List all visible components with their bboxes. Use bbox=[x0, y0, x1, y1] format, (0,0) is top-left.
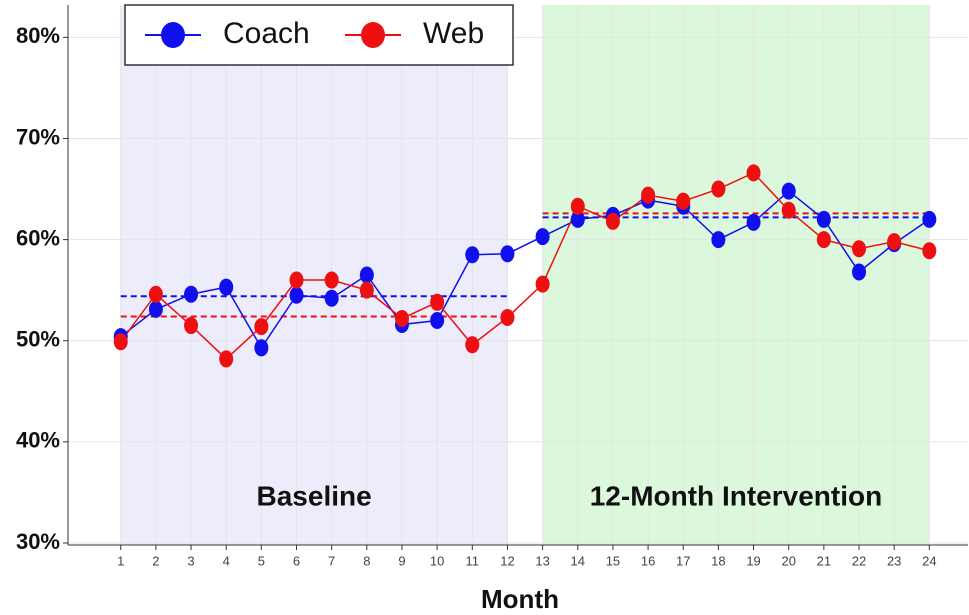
legend-label: Web bbox=[423, 17, 484, 50]
point bbox=[570, 197, 585, 215]
point bbox=[184, 285, 199, 303]
region bbox=[120, 5, 508, 545]
x-tick-label: 24 bbox=[922, 553, 936, 568]
point bbox=[148, 285, 163, 303]
point bbox=[465, 246, 480, 264]
point bbox=[324, 289, 339, 307]
x-tick-label: 14 bbox=[571, 553, 585, 568]
region-label: Baseline bbox=[257, 480, 372, 511]
x-tick-label: 13 bbox=[535, 553, 549, 568]
point bbox=[922, 210, 937, 228]
x-tick-label: 23 bbox=[887, 553, 901, 568]
legend-marker bbox=[361, 22, 385, 48]
y-tick-label: 30% bbox=[16, 529, 60, 554]
point bbox=[535, 228, 550, 246]
x-tick-label: 6 bbox=[293, 553, 300, 568]
x-tick-label: 17 bbox=[676, 553, 690, 568]
series-line bbox=[120, 190, 930, 350]
y-tick-label: 50% bbox=[16, 327, 60, 352]
region-label: 12-Month Intervention bbox=[590, 480, 882, 511]
point bbox=[816, 231, 831, 249]
point bbox=[816, 210, 831, 228]
point bbox=[430, 312, 445, 330]
y-tick-label: 70% bbox=[16, 124, 60, 149]
x-tick-label: 19 bbox=[746, 553, 760, 568]
point bbox=[219, 350, 234, 368]
x-tick-label: 18 bbox=[711, 553, 725, 568]
point bbox=[746, 164, 761, 182]
x-tick-label: 9 bbox=[398, 553, 405, 568]
region bbox=[542, 5, 930, 545]
point bbox=[219, 278, 234, 296]
x-tick-label: 1 bbox=[117, 553, 124, 568]
point bbox=[289, 271, 304, 289]
x-tick-label: 5 bbox=[258, 553, 265, 568]
x-tick-label: 22 bbox=[852, 553, 866, 568]
point bbox=[781, 201, 796, 219]
point bbox=[852, 263, 867, 281]
x-tick-label: 12 bbox=[500, 553, 514, 568]
point bbox=[359, 266, 374, 284]
series-line bbox=[120, 171, 930, 360]
point bbox=[500, 245, 515, 263]
legend-box bbox=[124, 4, 514, 66]
point bbox=[184, 317, 199, 335]
y-tick-label: 60% bbox=[16, 225, 60, 250]
legend-label: Coach bbox=[223, 17, 310, 50]
x-tick-label: 3 bbox=[187, 553, 194, 568]
x-tick-label: 10 bbox=[430, 553, 444, 568]
point bbox=[711, 180, 726, 198]
point bbox=[324, 271, 339, 289]
point bbox=[289, 286, 304, 304]
x-tick-label: 15 bbox=[606, 553, 620, 568]
x-tick-label: 7 bbox=[328, 553, 335, 568]
y-tick-label: 80% bbox=[16, 23, 60, 48]
x-tick-label: 8 bbox=[363, 553, 370, 568]
legend: Coach Web bbox=[124, 4, 514, 66]
point bbox=[852, 240, 867, 258]
point bbox=[570, 210, 585, 228]
x-tick-label: 2 bbox=[152, 553, 159, 568]
point bbox=[746, 213, 761, 231]
point bbox=[641, 186, 656, 204]
legend-marker bbox=[161, 22, 185, 48]
point bbox=[359, 281, 374, 299]
point bbox=[605, 212, 620, 230]
point bbox=[711, 231, 726, 249]
point bbox=[535, 275, 550, 293]
x-axis-label: Month bbox=[481, 584, 559, 614]
point bbox=[113, 333, 128, 351]
point bbox=[676, 192, 691, 210]
x-tick-label: 11 bbox=[466, 553, 480, 568]
point bbox=[465, 336, 480, 354]
x-tick-label: 20 bbox=[781, 553, 795, 568]
point bbox=[500, 308, 515, 326]
y-tick-label: 40% bbox=[16, 428, 60, 453]
x-tick-label: 4 bbox=[223, 553, 230, 568]
point bbox=[781, 182, 796, 200]
point bbox=[254, 339, 269, 357]
point bbox=[254, 318, 269, 336]
point bbox=[430, 293, 445, 311]
x-tick-label: 21 bbox=[817, 553, 831, 568]
point bbox=[887, 233, 902, 251]
point bbox=[148, 300, 163, 318]
point bbox=[922, 242, 937, 260]
point bbox=[394, 309, 409, 327]
x-tick-label: 16 bbox=[641, 553, 655, 568]
